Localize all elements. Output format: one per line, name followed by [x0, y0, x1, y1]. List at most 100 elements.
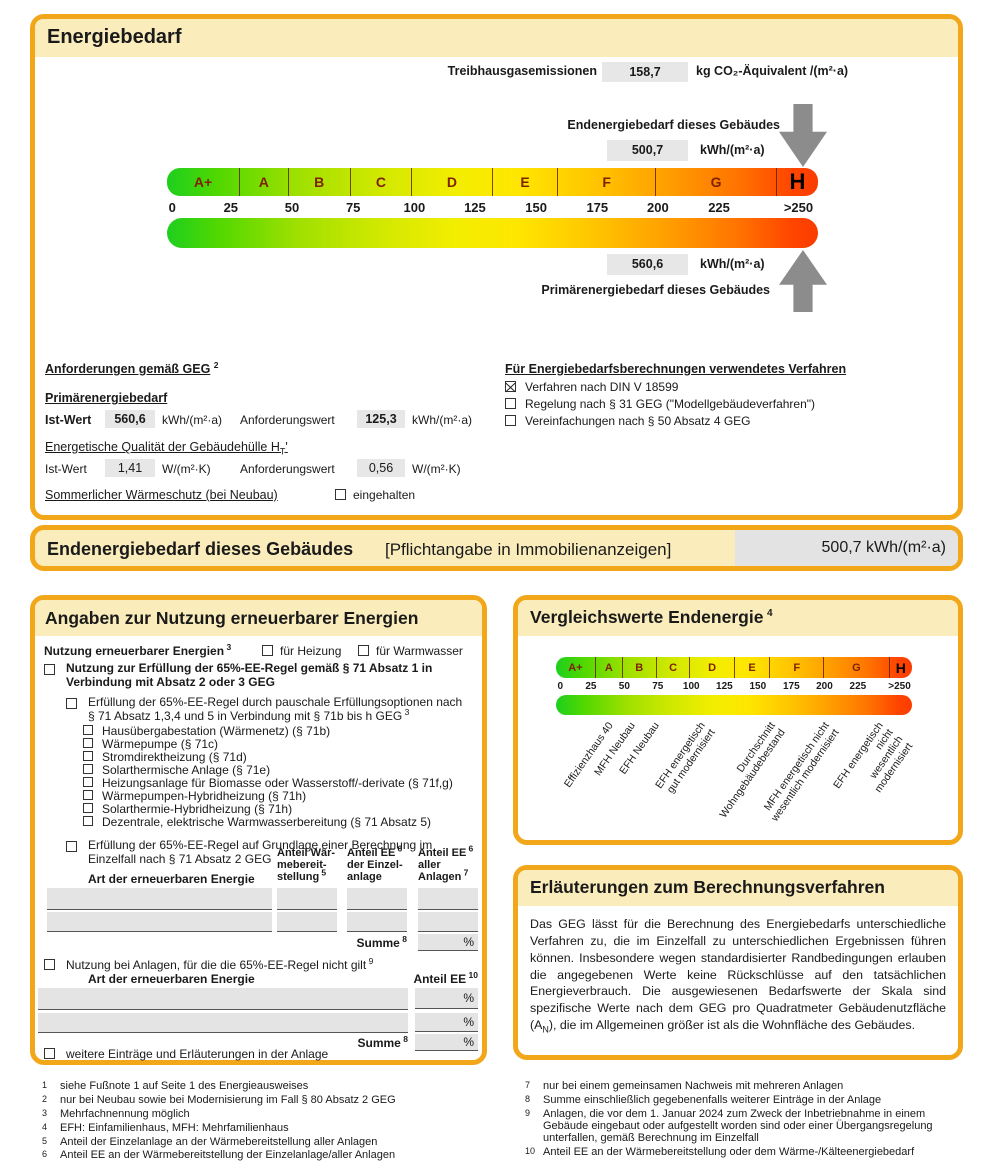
- nutzung-label: Nutzung erneuerbarer Energien 3: [44, 642, 232, 658]
- option-solarthermische-anlage: Solarthermische Anlage (§ 71e): [102, 763, 271, 777]
- cmp-tick-175: 175: [782, 681, 800, 692]
- emissions-label: Treibhausgasemissionen: [447, 64, 597, 78]
- cmp-class-a: A: [596, 657, 623, 678]
- cb-nichtgilt-label: Nutzung bei Anlagen, für die die 65%-EE-…: [66, 956, 374, 972]
- tick-150: 150: [525, 200, 547, 215]
- option-stromdirektheizung: Stromdirektheizung (§ 71d): [102, 750, 247, 764]
- check-x-icon: [504, 380, 517, 393]
- tick-75: 75: [345, 200, 361, 215]
- checkbox-modellgebaeude[interactable]: [505, 398, 516, 409]
- fuer-heizung-label: für Heizung: [280, 644, 342, 658]
- erlaeuterungen-text: Das GEG lässt für die Berechnung des Ene…: [530, 917, 946, 1035]
- cb-weitere-label: weitere Einträge und Erläuterungen in de…: [66, 1047, 329, 1061]
- scale-class-c: C: [351, 168, 413, 196]
- emissions-unit: kg CO₂-Äquivalent /(m²·a): [696, 64, 849, 78]
- checkbox-biomasse-wasserstoff[interactable]: [83, 777, 93, 787]
- endenergie-pointer-arrow-icon: [779, 104, 827, 167]
- primaerenergie-value: 560,6: [607, 254, 688, 275]
- t2-row1-anteil-field[interactable]: %: [415, 988, 478, 1009]
- checkbox-solarthermie-hybrid[interactable]: [83, 803, 93, 813]
- t2-row2-anteil-field[interactable]: %: [415, 1013, 478, 1032]
- option-dezentrale-warmwasser: Dezentrale, elektrische Warmwasserbereit…: [102, 815, 432, 829]
- verfahren-heading: Für Energiebedarfsberechnungen verwendet…: [505, 362, 847, 376]
- t1-row1-aller-field[interactable]: [418, 888, 478, 910]
- prim-ist-unit: kWh/(m²·a): [162, 413, 222, 427]
- cmp-class-e: E: [735, 657, 771, 678]
- prim-ist-value: 560,6: [105, 410, 155, 428]
- ist-wert-label-2: Ist-Wert: [45, 462, 87, 476]
- checkbox-solarthermische-anlage[interactable]: [83, 764, 93, 774]
- cmp-tick-125: 125: [716, 681, 733, 692]
- t2-summe-field[interactable]: %: [415, 1034, 478, 1051]
- checkbox-wp-hybridheizung[interactable]: [83, 790, 93, 800]
- cmp-class-b: B: [623, 657, 657, 678]
- tick-125: 125: [464, 200, 486, 215]
- banner-value: 500,7 kWh/(m²·a): [735, 530, 958, 566]
- checkbox-eingehalten[interactable]: [335, 489, 346, 500]
- scale-tick-row: 0 25 50 75 100 125 150 175 200 225 >250: [167, 200, 818, 216]
- t1-summe-field[interactable]: %: [418, 934, 478, 951]
- t1-row1-einzel-field[interactable]: [347, 888, 407, 910]
- t1-row2-einzel-field[interactable]: [347, 912, 407, 932]
- compare-gradient-bar: [556, 695, 912, 715]
- t1-row2-aller-field[interactable]: [418, 912, 478, 932]
- cmp-class-a-plus: A+: [556, 657, 596, 678]
- scale-class-g: G: [656, 168, 777, 196]
- checkbox-vereinfachungen[interactable]: [505, 415, 516, 426]
- gradient-bar: [167, 218, 818, 248]
- checkbox-65-regel-nicht-gilt[interactable]: [44, 959, 55, 970]
- t1-row2-waerme-field[interactable]: [277, 912, 337, 932]
- verfahren-option-3: Vereinfachungen nach § 50 Absatz 4 GEG: [525, 414, 751, 428]
- tick-25: 25: [223, 200, 239, 215]
- checkbox-65-ee-regel[interactable]: [44, 664, 55, 675]
- vergleichswerte-box: Vergleichswerte Endenergie 4 A+ A B C D …: [513, 595, 963, 845]
- checkbox-einzelfall-berechnung[interactable]: [66, 841, 77, 852]
- erneuerbare-energien-box: Angaben zur Nutzung erneuerbarer Energie…: [30, 595, 487, 1065]
- cmp-tick-200: 200: [816, 681, 833, 692]
- scale-class-f: F: [558, 168, 657, 196]
- prim-anf-unit: kWh/(m²·a): [412, 413, 472, 427]
- cmp-tick-250plus: >250: [888, 681, 911, 692]
- t1-row1-energie-field[interactable]: [47, 888, 272, 910]
- checkbox-dezentrale-warmwasser[interactable]: [83, 816, 93, 826]
- checkbox-stromdirektheizung[interactable]: [83, 751, 93, 761]
- option-biomasse-wasserstoff: Heizungsanlage für Biomasse oder Wassers…: [102, 776, 453, 790]
- banner-title: Endenergiebedarf dieses Gebäudes: [47, 539, 354, 559]
- t2-col2-header: Anteil EE 10: [413, 970, 478, 986]
- checkbox-hausuebergabestation[interactable]: [83, 725, 93, 735]
- cmp-tick-75: 75: [652, 681, 664, 692]
- tick-0: 0: [168, 200, 176, 215]
- erneuerbare-title: Angaben zur Nutzung erneuerbarer Energie…: [45, 608, 419, 628]
- energy-class-scale: A+ A B C D E F G H: [167, 168, 818, 196]
- cmp-class-h: H: [895, 659, 906, 676]
- checkbox-fuer-warmwasser[interactable]: [358, 645, 369, 656]
- checkbox-pauschale-erfuellung[interactable]: [66, 698, 77, 709]
- cb-einzelfall-label: Erfüllung der 65%-EE-Regel auf Grundlage…: [88, 838, 433, 866]
- footnote-2: 2 nur bei Neubau sowie bei Modernisierung…: [42, 1093, 396, 1106]
- cmp-class-c: C: [657, 657, 691, 678]
- t1-col3-header: Anteil EE 6 der Einzel-anlage: [347, 843, 403, 883]
- checkbox-weitere-eintraege[interactable]: [44, 1048, 55, 1059]
- t2-row1-energie-field[interactable]: [38, 988, 408, 1010]
- pflichtangabe-banner: Endenergiebedarf dieses Gebäudes [Pflich…: [30, 525, 963, 571]
- t2-row2-energie-field[interactable]: [38, 1013, 408, 1033]
- scale-class-h-current: H: [789, 169, 806, 194]
- tick-200: 200: [646, 200, 669, 215]
- emissions-value: 158,7: [602, 62, 688, 82]
- checkbox-din-v-18599[interactable]: [505, 381, 516, 392]
- verfahren-option-2: Regelung nach § 31 GEG ("Modellgebäudeve…: [525, 397, 816, 411]
- checkbox-waermepumpe[interactable]: [83, 738, 93, 748]
- t1-row1-waerme-field[interactable]: [277, 888, 337, 910]
- t2-col1-header: Art der erneuerbaren Energie: [88, 972, 255, 986]
- t2-summe-label: Summe 8: [357, 1034, 409, 1050]
- scale-class-a-plus: A+: [167, 168, 241, 196]
- t1-row2-energie-field[interactable]: [47, 912, 272, 932]
- checkbox-fuer-heizung[interactable]: [262, 645, 273, 656]
- vergleichswerte-header: Vergleichswerte Endenergie 4: [518, 600, 958, 636]
- footnote-3: 3 Mehrfachnennung möglich: [42, 1107, 190, 1120]
- primaerenergiebedarf-heading: Primärenergiebedarf: [45, 391, 168, 405]
- geg-heading-footnote: 2: [213, 359, 219, 370]
- tick-250plus: >250: [783, 200, 814, 215]
- option-solarthermie-hybrid: Solarthermie-Hybridheizung (§ 71h): [102, 802, 293, 816]
